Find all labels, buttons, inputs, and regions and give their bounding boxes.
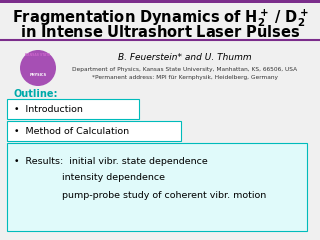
Text: •  Results:  initial vibr. state dependence: • Results: initial vibr. state dependenc… [14, 156, 208, 166]
Text: *Permanent address: MPI für Kernphysik, Heidelberg, Germany: *Permanent address: MPI für Kernphysik, … [92, 76, 278, 80]
FancyBboxPatch shape [7, 121, 181, 141]
Text: $\mathbf{in\ Intense\ Ultrashort\ Laser\ Pulses}$: $\mathbf{in\ Intense\ Ultrashort\ Laser\… [20, 24, 300, 40]
Text: Department of Physics, Kansas State University, Manhattan, KS, 66506, USA: Department of Physics, Kansas State Univ… [72, 67, 298, 72]
Text: B. Feuerstein* and U. Thumm: B. Feuerstein* and U. Thumm [118, 54, 252, 62]
Bar [0, 0, 320, 3]
Text: •  Introduction: • Introduction [14, 104, 83, 114]
Text: Outline:: Outline: [14, 89, 59, 99]
Text: $\mathbf{Fragmentation\ Dynamics\ of\ H_2^+\ /\ D_2^+}$: $\mathbf{Fragmentation\ Dynamics\ of\ H_… [12, 7, 308, 29]
Text: pump-probe study of coherent vibr. motion: pump-probe study of coherent vibr. motio… [14, 191, 266, 199]
Text: PHYSICS: PHYSICS [29, 73, 47, 77]
Text: •  Method of Calculation: • Method of Calculation [14, 126, 129, 136]
Circle shape [20, 50, 56, 86]
FancyBboxPatch shape [7, 143, 307, 231]
Text: KANSAS STATE: KANSAS STATE [25, 53, 51, 57]
FancyBboxPatch shape [7, 99, 139, 119]
Text: intensity dependence: intensity dependence [14, 174, 165, 182]
